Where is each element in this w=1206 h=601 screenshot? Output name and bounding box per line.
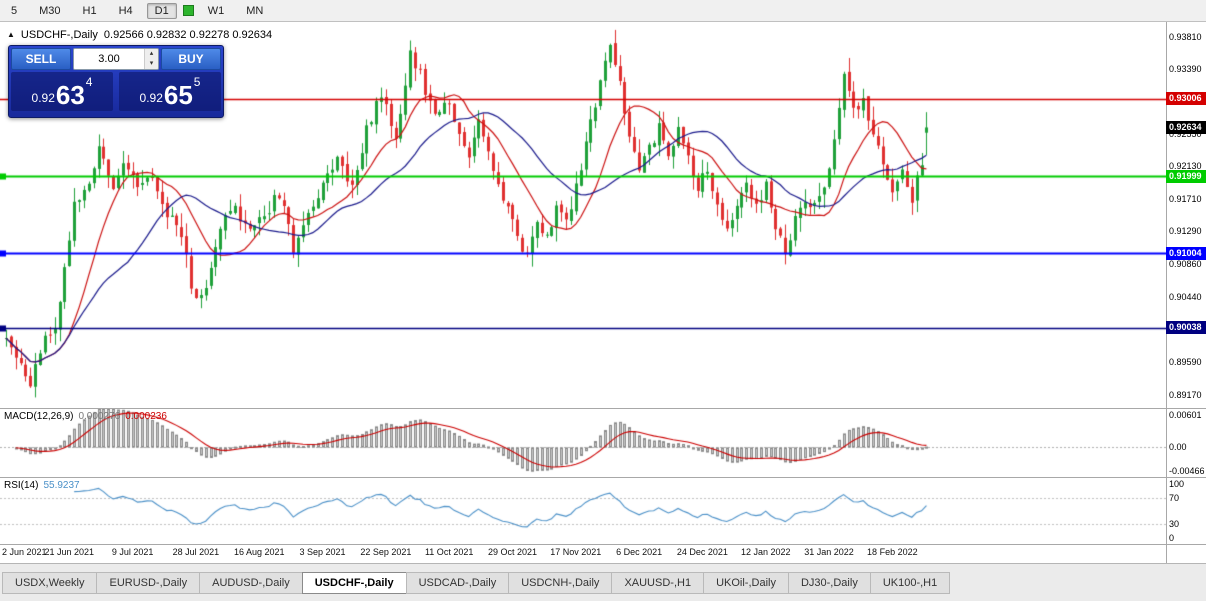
macd-label: MACD(12,26,9) 0.000276 0.000236 (4, 411, 167, 422)
time-axis-label: 9 Jul 2021 (111, 547, 154, 557)
chart-symbol-period: USDCHF-,Daily (20, 29, 98, 41)
buy-button[interactable]: BUY (161, 48, 221, 70)
ask-price[interactable]: 0.92 65 5 (119, 72, 221, 111)
bid-ask-row: 0.92 63 4 0.92 65 5 (9, 72, 223, 113)
time-axis-label: 29 Oct 2021 (487, 547, 537, 557)
volume-up-button[interactable]: ▴ (145, 49, 158, 59)
sell-button[interactable]: SELL (11, 48, 71, 70)
rsi-value: 55.9237 (43, 480, 80, 491)
tab-xauusd-h1[interactable]: XAUUSD-,H1 (611, 572, 704, 594)
time-axis-label: 16 Aug 2021 (233, 547, 285, 557)
price-axis-label: 0.91710 (1169, 193, 1202, 204)
tab-dj30-daily[interactable]: DJ30-,Daily (787, 572, 870, 594)
timeframe-toolbar: 5 M30 H1 H4 D1 W1 MN (0, 0, 1206, 22)
price-axis-label: 0.89170 (1169, 389, 1202, 400)
trade-controls-row: SELL ▴ ▾ BUY (9, 46, 223, 72)
tab-ukoil-daily[interactable]: UKOil-,Daily (703, 572, 788, 594)
tab-eurusd-daily[interactable]: EURUSD-,Daily (96, 572, 200, 594)
time-axis-label: 3 Sep 2021 (299, 547, 346, 557)
resistance-line-price-badge: 0.93006 (1166, 92, 1206, 105)
macd-axis-label: 0.00 (1169, 442, 1187, 453)
timeframe-button-h4[interactable]: H4 (118, 4, 133, 17)
bid-pipette: 4 (85, 75, 93, 89)
panel-separator (0, 544, 1206, 545)
volume-down-button[interactable]: ▾ (145, 59, 158, 69)
chart-ohlc-values: 0.92566 0.92832 0.92278 0.92634 (103, 29, 273, 41)
rsi-axis-label: 30 (1169, 519, 1180, 530)
current-price-badge: 0.92634 (1166, 121, 1206, 134)
ask-prefix: 0.92 (139, 91, 163, 105)
price-axis-label: 0.92130 (1169, 161, 1202, 172)
time-axis-label: 24 Dec 2021 (676, 547, 728, 557)
rsi-indicator-canvas[interactable] (0, 478, 1166, 544)
tab-audusd-daily[interactable]: AUDUSD-,Daily (199, 572, 302, 594)
tab-usdchf-daily[interactable]: USDCHF-,Daily (301, 572, 406, 594)
macd-signal-value: 0.000236 (125, 411, 167, 422)
timeframe-button-h1[interactable]: H1 (82, 4, 97, 17)
price-axis-label: 0.90860 (1169, 259, 1202, 270)
price-axis-label: 0.90440 (1169, 291, 1202, 302)
price-axis-label: 0.91290 (1169, 226, 1202, 237)
macd-axis-label: 0.00601 (1169, 410, 1202, 420)
time-axis-label: 18 Feb 2022 (867, 547, 918, 557)
time-axis-label: 12 Jan 2022 (740, 547, 791, 557)
rsi-axis-label: 0 (1169, 533, 1175, 543)
active-period-indicator-icon (182, 5, 194, 16)
mid-line-price-badge: 0.91999 (1166, 170, 1206, 183)
time-axis-label: 2 Jun 2021 (2, 547, 47, 557)
ask-pipette: 5 (193, 75, 201, 89)
bid-price[interactable]: 0.92 63 4 (11, 72, 113, 111)
price-axis-border (1166, 22, 1167, 563)
tab-usdx-weekly[interactable]: USDX,Weekly (2, 572, 97, 594)
macd-main-value: 0.000276 (78, 411, 121, 422)
time-axis-label: 21 Jun 2021 (44, 547, 95, 557)
rsi-label: RSI(14) 55.9237 (4, 480, 80, 491)
tab-uk100-h1[interactable]: UK100-,H1 (869, 572, 951, 594)
support-line-2-price-badge: 0.90038 (1166, 321, 1206, 334)
time-axis-label: 6 Dec 2021 (616, 547, 663, 557)
rsi-axis-label: 70 (1169, 492, 1180, 503)
timeframe-button-w1[interactable]: W1 (207, 4, 225, 17)
panel-separator[interactable] (0, 477, 1206, 478)
volume-input[interactable] (74, 49, 144, 69)
macd-name: MACD(12,26,9) (4, 411, 74, 422)
macd-axis-label: -0.00466 (1169, 466, 1205, 476)
time-axis-label: 31 Jan 2022 (804, 547, 854, 557)
timeframe-button-mn[interactable]: MN (246, 4, 264, 17)
tab-usdcad-daily[interactable]: USDCAD-,Daily (405, 572, 509, 594)
chart-title: ▲ USDCHF-,Daily 0.92566 0.92832 0.92278 … (7, 29, 272, 41)
tab-usdcnh-daily[interactable]: USDCNH-,Daily (508, 572, 612, 594)
ask-big-digits: 65 (163, 80, 193, 110)
macd-indicator-canvas[interactable] (0, 409, 1166, 477)
bid-big-digits: 63 (55, 80, 85, 110)
time-axis-label: 17 Nov 2021 (550, 547, 602, 557)
rsi-axis-label: 100 (1169, 479, 1185, 489)
panel-separator[interactable] (0, 408, 1206, 409)
volume-spinner: ▴ ▾ (144, 49, 158, 69)
support-line-1-price-badge: 0.91004 (1166, 247, 1206, 260)
timeframe-button-m30[interactable]: M30 (39, 4, 61, 17)
timeframe-button-5[interactable]: 5 (11, 4, 18, 17)
price-axis-label: 0.93810 (1169, 31, 1202, 42)
time-axis-label: 22 Sep 2021 (360, 547, 412, 557)
bid-prefix: 0.92 (31, 91, 55, 105)
rsi-name: RSI(14) (4, 480, 39, 491)
price-axis-label: 0.89590 (1169, 357, 1202, 368)
timeframe-button-d1[interactable]: D1 (146, 2, 177, 19)
volume-control: ▴ ▾ (73, 48, 159, 70)
chart-tabs: USDX,Weekly EURUSD-,Daily AUDUSD-,Daily USD… (0, 572, 1206, 594)
price-axis-label: 0.93390 (1169, 64, 1202, 75)
time-axis-label: 11 Oct 2021 (424, 547, 474, 557)
collapse-trade-panel-icon[interactable]: ▲ (7, 30, 15, 39)
time-axis-label: 28 Jul 2021 (172, 547, 220, 557)
chart-tab-bar: USDX,Weekly EURUSD-,Daily AUDUSD-,Daily USD… (0, 563, 1206, 601)
time-axis: 2 Jun 2021 21 Jun 2021 9 Jul 2021 28 Jul 20… (0, 545, 1166, 563)
